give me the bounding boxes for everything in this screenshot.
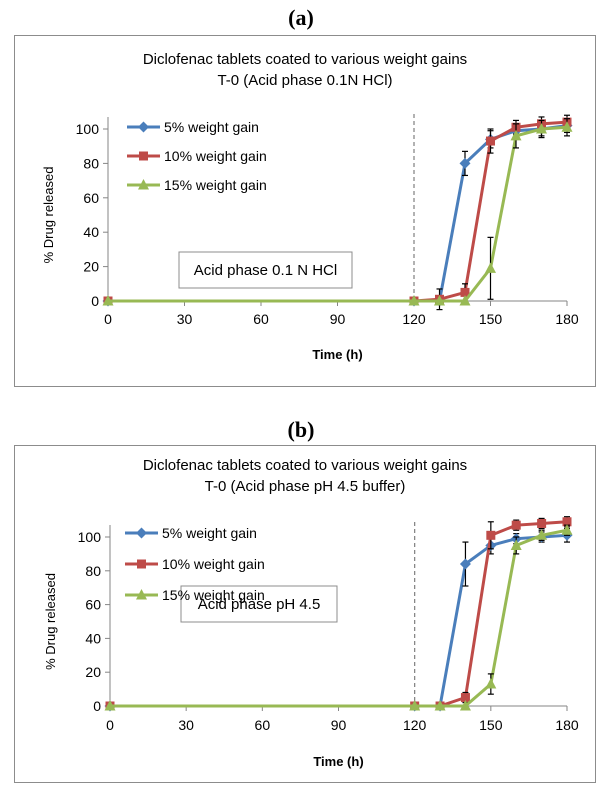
panel-b-label: (b) [287,417,315,442]
y-tick-label: 20 [85,664,101,680]
series-group [104,524,573,711]
legend-label: 10% weight gain [162,556,265,572]
data-point [460,693,470,703]
x-tick-label: 180 [555,311,579,327]
legend-label: 15% weight gain [164,177,267,193]
series-group [102,118,573,306]
x-tick-label: 0 [104,311,112,327]
data-point [486,530,496,540]
x-tick-label: 150 [479,717,503,733]
chart-panel-b: Diclofenac tablets coated to various wei… [14,445,596,783]
annotation-box [180,585,338,623]
legend-label: 10% weight gain [164,148,267,164]
legend-swatch-marker [139,151,148,161]
legend-swatch-marker [136,589,147,600]
x-tick-label: 150 [479,311,503,327]
x-tick-label: 120 [402,311,426,327]
annotation-text: Acid phase 0.1 N HCl [194,262,337,279]
data-point [562,517,572,527]
data-point [434,295,445,306]
data-point [459,558,471,570]
data-point [485,262,496,273]
y-tick-label: 0 [93,698,101,714]
series-line [108,125,568,303]
series-group [105,516,572,711]
data-point [536,123,547,134]
x-tick-label: 0 [106,717,114,733]
data-point [537,518,547,528]
annotation-text: Acid phase pH 4.5 [198,596,321,613]
x-tick-label: 90 [330,311,346,327]
data-point [459,700,471,711]
y-tick-label: 80 [85,563,101,579]
data-point [486,136,495,146]
data-point [460,287,470,297]
x-tick-label: 120 [403,717,427,733]
x-tick-label: 60 [253,311,269,327]
chart-b-svg: Diclofenac tablets coated to various wei… [43,457,579,769]
data-point [561,524,573,535]
y-tick-label: 60 [83,190,99,206]
legend-swatch-marker [138,179,149,190]
panel-a-label: (a) [288,5,314,30]
legend-label: 5% weight gain [164,119,259,135]
data-point [459,295,471,306]
x-axis-label: Time (h) [312,347,362,362]
x-tick-label: 60 [255,717,271,733]
x-tick-label: 30 [177,311,193,327]
data-point [511,520,521,530]
chart-subtitle: T-0 (Acid phase pH 4.5 buffer) [205,478,406,495]
chart-title: Diclofenac tablets coated to various wei… [143,51,467,68]
x-tick-label: 180 [555,717,579,733]
legend-label: 5% weight gain [162,525,257,541]
data-point [408,295,420,306]
y-tick-label: 40 [85,630,101,646]
data-point [104,700,116,711]
y-tick-label: 60 [85,597,101,613]
data-point [510,539,522,550]
data-point [409,700,421,711]
chart-a-svg: Diclofenac tablets coated to various wei… [41,51,579,362]
legend-swatch-marker [136,527,147,539]
data-point [561,121,573,132]
y-tick-label: 0 [91,293,99,309]
y-tick-label: 20 [83,259,99,275]
data-point [459,157,471,169]
y-tick-label: 100 [76,121,100,137]
data-point [510,129,522,141]
chart-subtitle: T-0 (Acid phase 0.1N HCl) [217,72,392,89]
annotation-box [178,251,353,289]
series-line [110,520,568,708]
legend-swatch-marker [137,559,146,569]
data-point [434,700,446,711]
series-line [110,528,568,708]
y-axis-label: % Drug released [41,167,56,264]
y-tick-label: 100 [78,529,102,545]
data-point [102,295,114,306]
legend-label: 15% weight gain [162,587,265,603]
y-axis-label: % Drug released [43,573,58,670]
y-tick-label: 40 [83,224,99,240]
chart-title: Diclofenac tablets coated to various wei… [143,457,467,474]
data-point [536,529,548,540]
y-tick-label: 80 [83,155,99,171]
data-point [485,678,497,689]
legend-swatch-marker [138,121,149,133]
x-tick-label: 30 [178,717,194,733]
x-axis-label: Time (h) [313,754,363,769]
x-tick-label: 90 [331,717,347,733]
chart-panel-a: Diclofenac tablets coated to various wei… [14,35,596,387]
